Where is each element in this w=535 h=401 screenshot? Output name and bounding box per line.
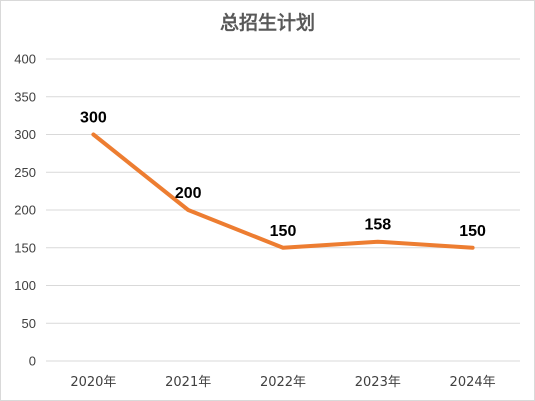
y-tick-label: 250 bbox=[14, 165, 36, 180]
y-tick-label: 100 bbox=[14, 278, 36, 293]
series-layer bbox=[91, 132, 475, 250]
gridlines bbox=[46, 58, 520, 362]
data-label: 200 bbox=[175, 185, 202, 202]
y-axis-ticks: 0 50 100 150 200 250 300 350 400 bbox=[14, 52, 36, 369]
x-tick-label: 2021年 bbox=[165, 375, 211, 390]
data-label: 150 bbox=[270, 223, 297, 240]
y-tick-label: 350 bbox=[14, 89, 36, 104]
y-tick-label: 300 bbox=[14, 127, 36, 142]
data-label: 300 bbox=[80, 110, 107, 127]
x-tick-label: 2020年 bbox=[70, 375, 116, 390]
y-tick-label: 50 bbox=[22, 316, 36, 331]
x-axis-ticks: 2020年 2021年 2022年 2023年 2024年 bbox=[70, 375, 495, 390]
y-tick-label: 0 bbox=[29, 354, 36, 369]
series-line bbox=[91, 132, 475, 250]
data-labels: 300 200 150 158 150 bbox=[80, 110, 486, 240]
chart-title: 总招生计划 bbox=[219, 12, 315, 34]
x-tick-label: 2023年 bbox=[355, 375, 401, 390]
data-label: 150 bbox=[459, 223, 486, 240]
y-tick-label: 150 bbox=[14, 240, 36, 255]
x-tick-label: 2022年 bbox=[260, 375, 306, 390]
y-tick-label: 400 bbox=[14, 52, 36, 67]
data-label: 158 bbox=[364, 217, 391, 234]
x-tick-label: 2024年 bbox=[450, 375, 496, 390]
y-tick-label: 200 bbox=[14, 203, 36, 218]
